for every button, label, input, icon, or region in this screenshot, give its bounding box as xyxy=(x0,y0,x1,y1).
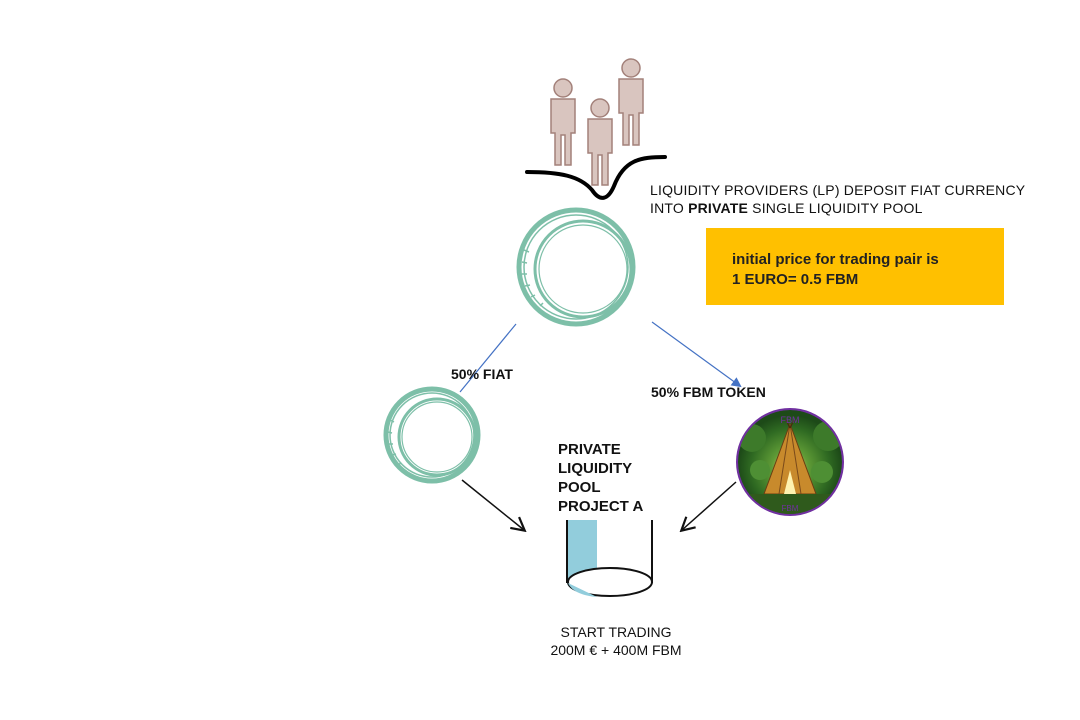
fbm-share-label: 50% FBM TOKEN xyxy=(651,384,766,400)
fiat-share-label: 50% FIAT xyxy=(451,366,513,382)
coin-icon xyxy=(383,386,481,484)
split-line-fiat xyxy=(459,323,517,393)
people-icon xyxy=(550,58,644,186)
description-line-1: LIQUIDITY PROVIDERS (LP) DEPOSIT FIAT CU… xyxy=(650,182,1026,198)
fbm-token-icon: FBM FBM xyxy=(736,408,844,516)
initial-price-box: initial price for trading pair is 1 EURO… xyxy=(706,228,1004,305)
pool-title-line-3: POOL xyxy=(558,479,601,496)
description-line-2: INTO PRIVATE SINGLE LIQUIDITY POOL xyxy=(650,199,923,217)
deposit-curve xyxy=(525,155,667,200)
token-text-bottom: FBM xyxy=(782,504,799,513)
description-line-2-post: SINGLE LIQUIDITY POOL xyxy=(748,200,923,216)
footer-line-1: START TRADING xyxy=(560,624,672,640)
split-line-fbm xyxy=(651,321,742,388)
pool-title-line-4: PROJECT A xyxy=(558,498,644,515)
start-trading-caption: START TRADING 200M € + 400M FBM xyxy=(516,623,716,659)
pool-title: PRIVATE LIQUIDITY POOL PROJECT A xyxy=(558,440,643,516)
coin-icon xyxy=(516,207,636,327)
price-line-2: 1 EURO= 0.5 FBM xyxy=(732,271,859,288)
arrow-fiat-to-pool xyxy=(461,479,524,530)
pool-title-line-2: LIQUIDITY xyxy=(558,460,633,477)
price-line-1: initial price for trading pair is xyxy=(732,251,939,268)
description-private: PRIVATE xyxy=(688,200,749,216)
token-text-top: FBM xyxy=(781,415,800,425)
description-line-2-pre: INTO xyxy=(650,200,689,216)
arrow-fbm-to-pool xyxy=(682,481,737,530)
footer-line-2: 200M € + 400M FBM xyxy=(550,642,682,658)
pool-title-line-1: PRIVATE xyxy=(558,441,621,458)
pool-cylinder-icon xyxy=(566,520,653,597)
